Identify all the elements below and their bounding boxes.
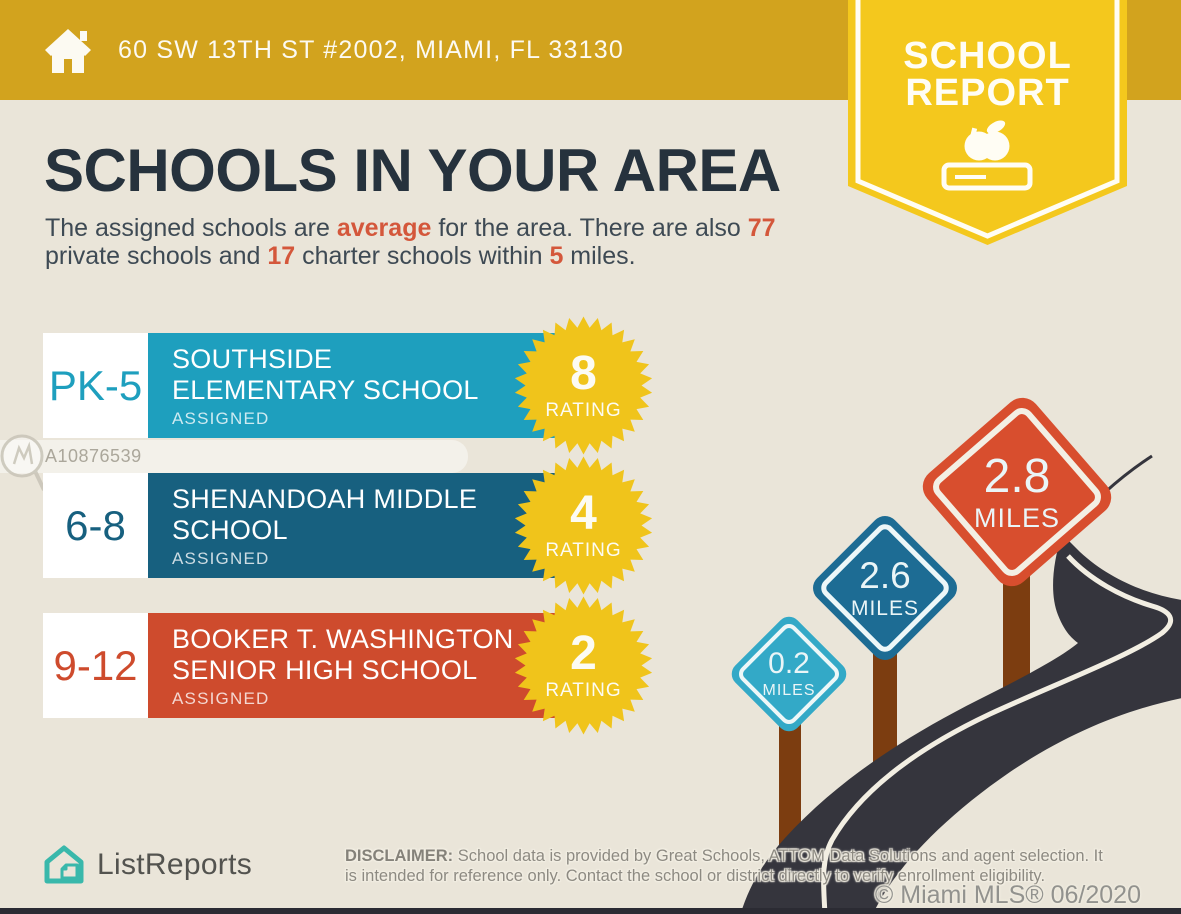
subtitle-text: miles.	[563, 242, 636, 270]
school-bar: BOOKER T. WASHINGTON SENIOR HIGH SCHOOL AS…	[148, 613, 566, 718]
disclaimer-text: DISCLAIMER: School data is provided by G…	[345, 846, 1145, 886]
sign-unit: MILES	[850, 597, 920, 620]
ribbon-line2: REPORT	[905, 72, 1069, 114]
rating-label: RATING	[545, 680, 621, 701]
rating-label: RATING	[545, 400, 621, 421]
subtitle-text: for the area. There are also	[431, 214, 748, 242]
distance-sign-high: 2.8 MILES	[915, 390, 1119, 594]
property-address: 60 SW 13TH ST #2002, MIAMI, FL 33130	[118, 35, 624, 64]
school-row: 6-8 SHENANDOAH MIDDLE SCHOOL ASSIGNED 4 RATIN…	[43, 456, 703, 595]
subtitle-text: charter schools within	[295, 242, 550, 270]
school-status: ASSIGNED	[172, 409, 270, 428]
school-bar: SOUTHSIDE ELEMENTARY SCHOOL ASSIGNED	[148, 333, 566, 438]
disclaimer-line2: is intended for reference only. Contact …	[345, 867, 1046, 885]
bottom-edge-strip	[0, 908, 1181, 914]
distance-sign-middle: 2.6 MILES	[807, 510, 963, 666]
disclaimer-label: DISCLAIMER:	[345, 847, 454, 865]
sign-unit: MILES	[973, 502, 1061, 533]
subtitle-accent: 77	[747, 214, 776, 242]
subtitle-accent: 5	[549, 242, 564, 270]
mls-watermark-logo	[0, 434, 46, 491]
rating-value: 8	[570, 347, 597, 400]
school-status: ASSIGNED	[172, 689, 270, 708]
listreports-logo-icon	[44, 845, 84, 884]
ribbon-graphic: SCHOOL REPORT	[848, 0, 1127, 245]
ribbon-line1: SCHOOL	[903, 35, 1072, 77]
page-title: SCHOOLS IN YOUR AREA	[44, 137, 781, 204]
school-row: PK-5 SOUTHSIDE ELEMENTARY SCHOOL ASSIGNED 8 R…	[43, 316, 703, 455]
mls-copyright: © Miami MLS® 06/2020	[874, 881, 1141, 909]
school-list: PK-5 SOUTHSIDE ELEMENTARY SCHOOL ASSIGNED 8 R…	[43, 316, 703, 753]
sign-label: 2.6 MILES	[830, 533, 940, 643]
school-name: SOUTHSIDE ELEMENTARY SCHOOL	[172, 344, 479, 405]
school-name: SHENANDOAH MIDDLE SCHOOL	[172, 484, 478, 545]
subtitle-text: private schools and	[45, 242, 268, 270]
mls-watermark-band	[0, 440, 468, 473]
sign-distance: 2.6	[859, 555, 911, 596]
listreports-brand-name: ListReports	[97, 848, 253, 881]
school-report-ribbon: SCHOOL REPORT	[848, 0, 1127, 246]
subtitle-accent: average	[336, 214, 432, 242]
subtitle-accent: 17	[267, 242, 296, 270]
rating-label: RATING	[545, 540, 621, 561]
road-white-line	[821, 554, 1174, 914]
road-body	[740, 534, 1181, 914]
school-status: ASSIGNED	[172, 549, 270, 568]
home-icon	[45, 29, 91, 73]
rating-value: 2	[570, 627, 597, 680]
disclaimer-line1: School data is provided by Great Schools…	[453, 847, 1103, 865]
sign-unit: MILES	[762, 682, 816, 699]
school-row: 9-12 BOOKER T. WASHINGTON SENIOR HIGH SCHO…	[43, 596, 703, 735]
school-bar: SHENANDOAH MIDDLE SCHOOL ASSIGNED	[148, 473, 566, 578]
grade-range: 6-8	[43, 473, 148, 578]
mls-watermark-id: A10876539	[45, 446, 142, 466]
sign-distance: 0.2	[768, 647, 810, 680]
rating-value: 4	[570, 487, 597, 540]
sign-distance: 2.8	[983, 449, 1051, 503]
page-subtitle: The assigned schools are average for the…	[45, 214, 845, 270]
subtitle-text: The assigned schools are	[45, 214, 337, 242]
listreports-brand: ListReports	[44, 845, 252, 885]
apple-on-book-icon	[941, 120, 1033, 191]
sign-label: 2.8 MILES	[945, 420, 1089, 564]
grade-range: PK-5	[43, 333, 148, 438]
grade-range: 9-12	[43, 613, 148, 718]
school-name: BOOKER T. WASHINGTON SENIOR HIGH SCHOOL	[172, 624, 514, 685]
sign-label: 0.2 MILES	[745, 630, 833, 718]
